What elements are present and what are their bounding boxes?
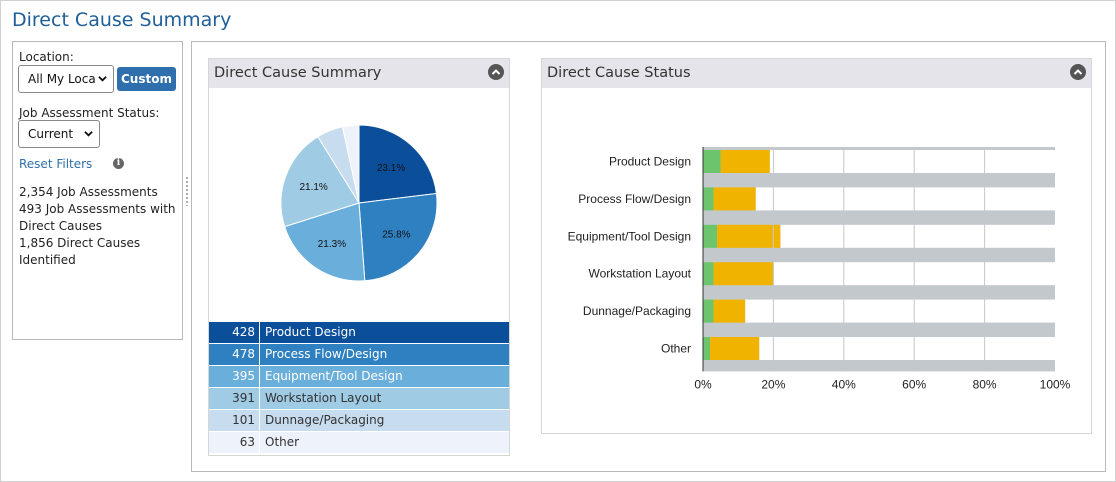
- pie-slice[interactable]: [284, 202, 366, 282]
- pie-slice[interactable]: [341, 124, 360, 204]
- pie-data-label: 25.8%: [382, 230, 410, 241]
- legend-count: 395: [209, 366, 260, 387]
- pie-slice[interactable]: [358, 192, 438, 282]
- pie-slice[interactable]: [280, 136, 360, 228]
- bar-segment[interactable]: [703, 299, 714, 323]
- bar-segment[interactable]: [713, 187, 756, 211]
- category-label: Other: [661, 342, 691, 356]
- legend-count: 101: [209, 410, 260, 431]
- filters-panel: Location: All My Loca Custom Job Assessm…: [12, 41, 183, 340]
- summary-line: 2,354 Job Assessments: [19, 185, 158, 199]
- bar-segment[interactable]: [703, 150, 721, 173]
- category-label: Workstation Layout: [589, 267, 692, 281]
- x-tick-label: 100%: [1040, 377, 1071, 391]
- resize-handle[interactable]: [185, 176, 189, 206]
- legend-label: Process Flow/Design: [265, 347, 388, 361]
- bar-segment[interactable]: [780, 224, 1055, 248]
- card-header: Direct Cause Summary: [209, 59, 509, 88]
- bar-segment[interactable]: [720, 150, 770, 173]
- legend-label: Other: [265, 435, 300, 449]
- legend-count: 428: [209, 322, 260, 343]
- bar-segment[interactable]: [713, 262, 774, 286]
- bar-segment[interactable]: [713, 299, 746, 323]
- summary-legend-table: 428 Product Design 478 Process Flow/Design 3…: [209, 322, 509, 454]
- plot-background: [703, 147, 1055, 372]
- pie-data-label: 21.1%: [299, 182, 327, 193]
- category-label: Equipment/Tool Design: [568, 229, 691, 243]
- location-label: Location:: [19, 50, 74, 64]
- legend-row[interactable]: 478 Process Flow/Design: [209, 344, 509, 366]
- bar-segment[interactable]: [755, 187, 1055, 211]
- legend-count: 478: [209, 344, 260, 365]
- chevron-up-icon: [491, 69, 501, 75]
- info-icon[interactable]: i: [113, 158, 124, 169]
- location-select[interactable]: All My Loca: [18, 65, 114, 93]
- direct-cause-status-card: Direct Cause Status Product Design Proces…: [541, 58, 1092, 434]
- legend-row[interactable]: 391 Workstation Layout: [209, 388, 509, 410]
- bar-segment[interactable]: [710, 337, 760, 360]
- reset-filters-link[interactable]: Reset Filters: [19, 157, 93, 171]
- bar-segment[interactable]: [717, 224, 781, 248]
- location-select-value: All My Loca: [28, 72, 96, 86]
- pie-data-label: 23.1%: [377, 163, 405, 174]
- card-title: Direct Cause Summary: [214, 65, 382, 81]
- status-select-value: Current: [28, 127, 74, 141]
- x-tick-label: 60%: [902, 377, 926, 391]
- legend-label: Product Design: [265, 325, 356, 339]
- status-label: Job Assessment Status:: [19, 106, 160, 120]
- legend-row[interactable]: 395 Equipment/Tool Design: [209, 366, 509, 388]
- legend-label: Workstation Layout: [265, 391, 382, 405]
- page-title: Direct Cause Summary: [12, 9, 232, 31]
- chevron-down-icon: [84, 131, 93, 137]
- card-title: Direct Cause Status: [547, 65, 691, 81]
- bar-segment[interactable]: [745, 299, 1055, 323]
- legend-count: 63: [209, 432, 260, 453]
- collapse-button[interactable]: [1070, 64, 1086, 80]
- category-label: Dunnage/Packaging: [583, 304, 691, 318]
- bar-segment[interactable]: [703, 262, 714, 286]
- pie-data-label: 21.3%: [318, 239, 346, 250]
- x-tick-label: 40%: [832, 377, 856, 391]
- legend-count: 391: [209, 388, 260, 409]
- summary-stats: 2,354 Job Assessments 493 Job Assessment…: [19, 184, 179, 269]
- legend-label: Equipment/Tool Design: [265, 369, 403, 383]
- bar-segment[interactable]: [759, 337, 1055, 360]
- status-bar-chart: Product Design Process Flow/Design Equipme…: [568, 147, 1071, 391]
- collapse-button[interactable]: [488, 64, 504, 80]
- category-label: Process Flow/Design: [578, 192, 691, 206]
- card-header: Direct Cause Status: [542, 59, 1091, 88]
- legend-row[interactable]: 101 Dunnage/Packaging: [209, 410, 509, 432]
- pie-slice[interactable]: [358, 124, 437, 204]
- summary-line: 1,856 Direct Causes Identified: [19, 236, 141, 267]
- bar-segment[interactable]: [769, 150, 1055, 173]
- bar-segment[interactable]: [703, 224, 718, 248]
- x-tick-label: 20%: [761, 377, 785, 391]
- summary-line: 493 Job Assessments with Direct Causes: [19, 202, 176, 233]
- direct-cause-summary-card: Direct Cause Summary 23.1% 25.8% 21.3% 21.1…: [208, 58, 510, 456]
- category-label: Product Design: [609, 155, 691, 169]
- legend-row[interactable]: 63 Other: [209, 432, 509, 454]
- status-select[interactable]: Current: [18, 120, 100, 148]
- pie-chart: 23.1% 25.8% 21.3% 21.1%: [280, 124, 438, 282]
- legend-label: Dunnage/Packaging: [265, 413, 385, 427]
- chevron-up-icon: [1073, 69, 1083, 75]
- bar-segment[interactable]: [703, 187, 714, 211]
- bar-segment[interactable]: [703, 337, 711, 360]
- chevron-down-icon: [98, 76, 107, 82]
- custom-button[interactable]: Custom: [117, 67, 176, 91]
- x-tick-label: 80%: [973, 377, 997, 391]
- x-tick-label: 0%: [694, 377, 712, 391]
- main-panel: Direct Cause Summary 23.1% 25.8% 21.3% 21.1…: [191, 41, 1106, 472]
- legend-row[interactable]: 428 Product Design: [209, 322, 509, 344]
